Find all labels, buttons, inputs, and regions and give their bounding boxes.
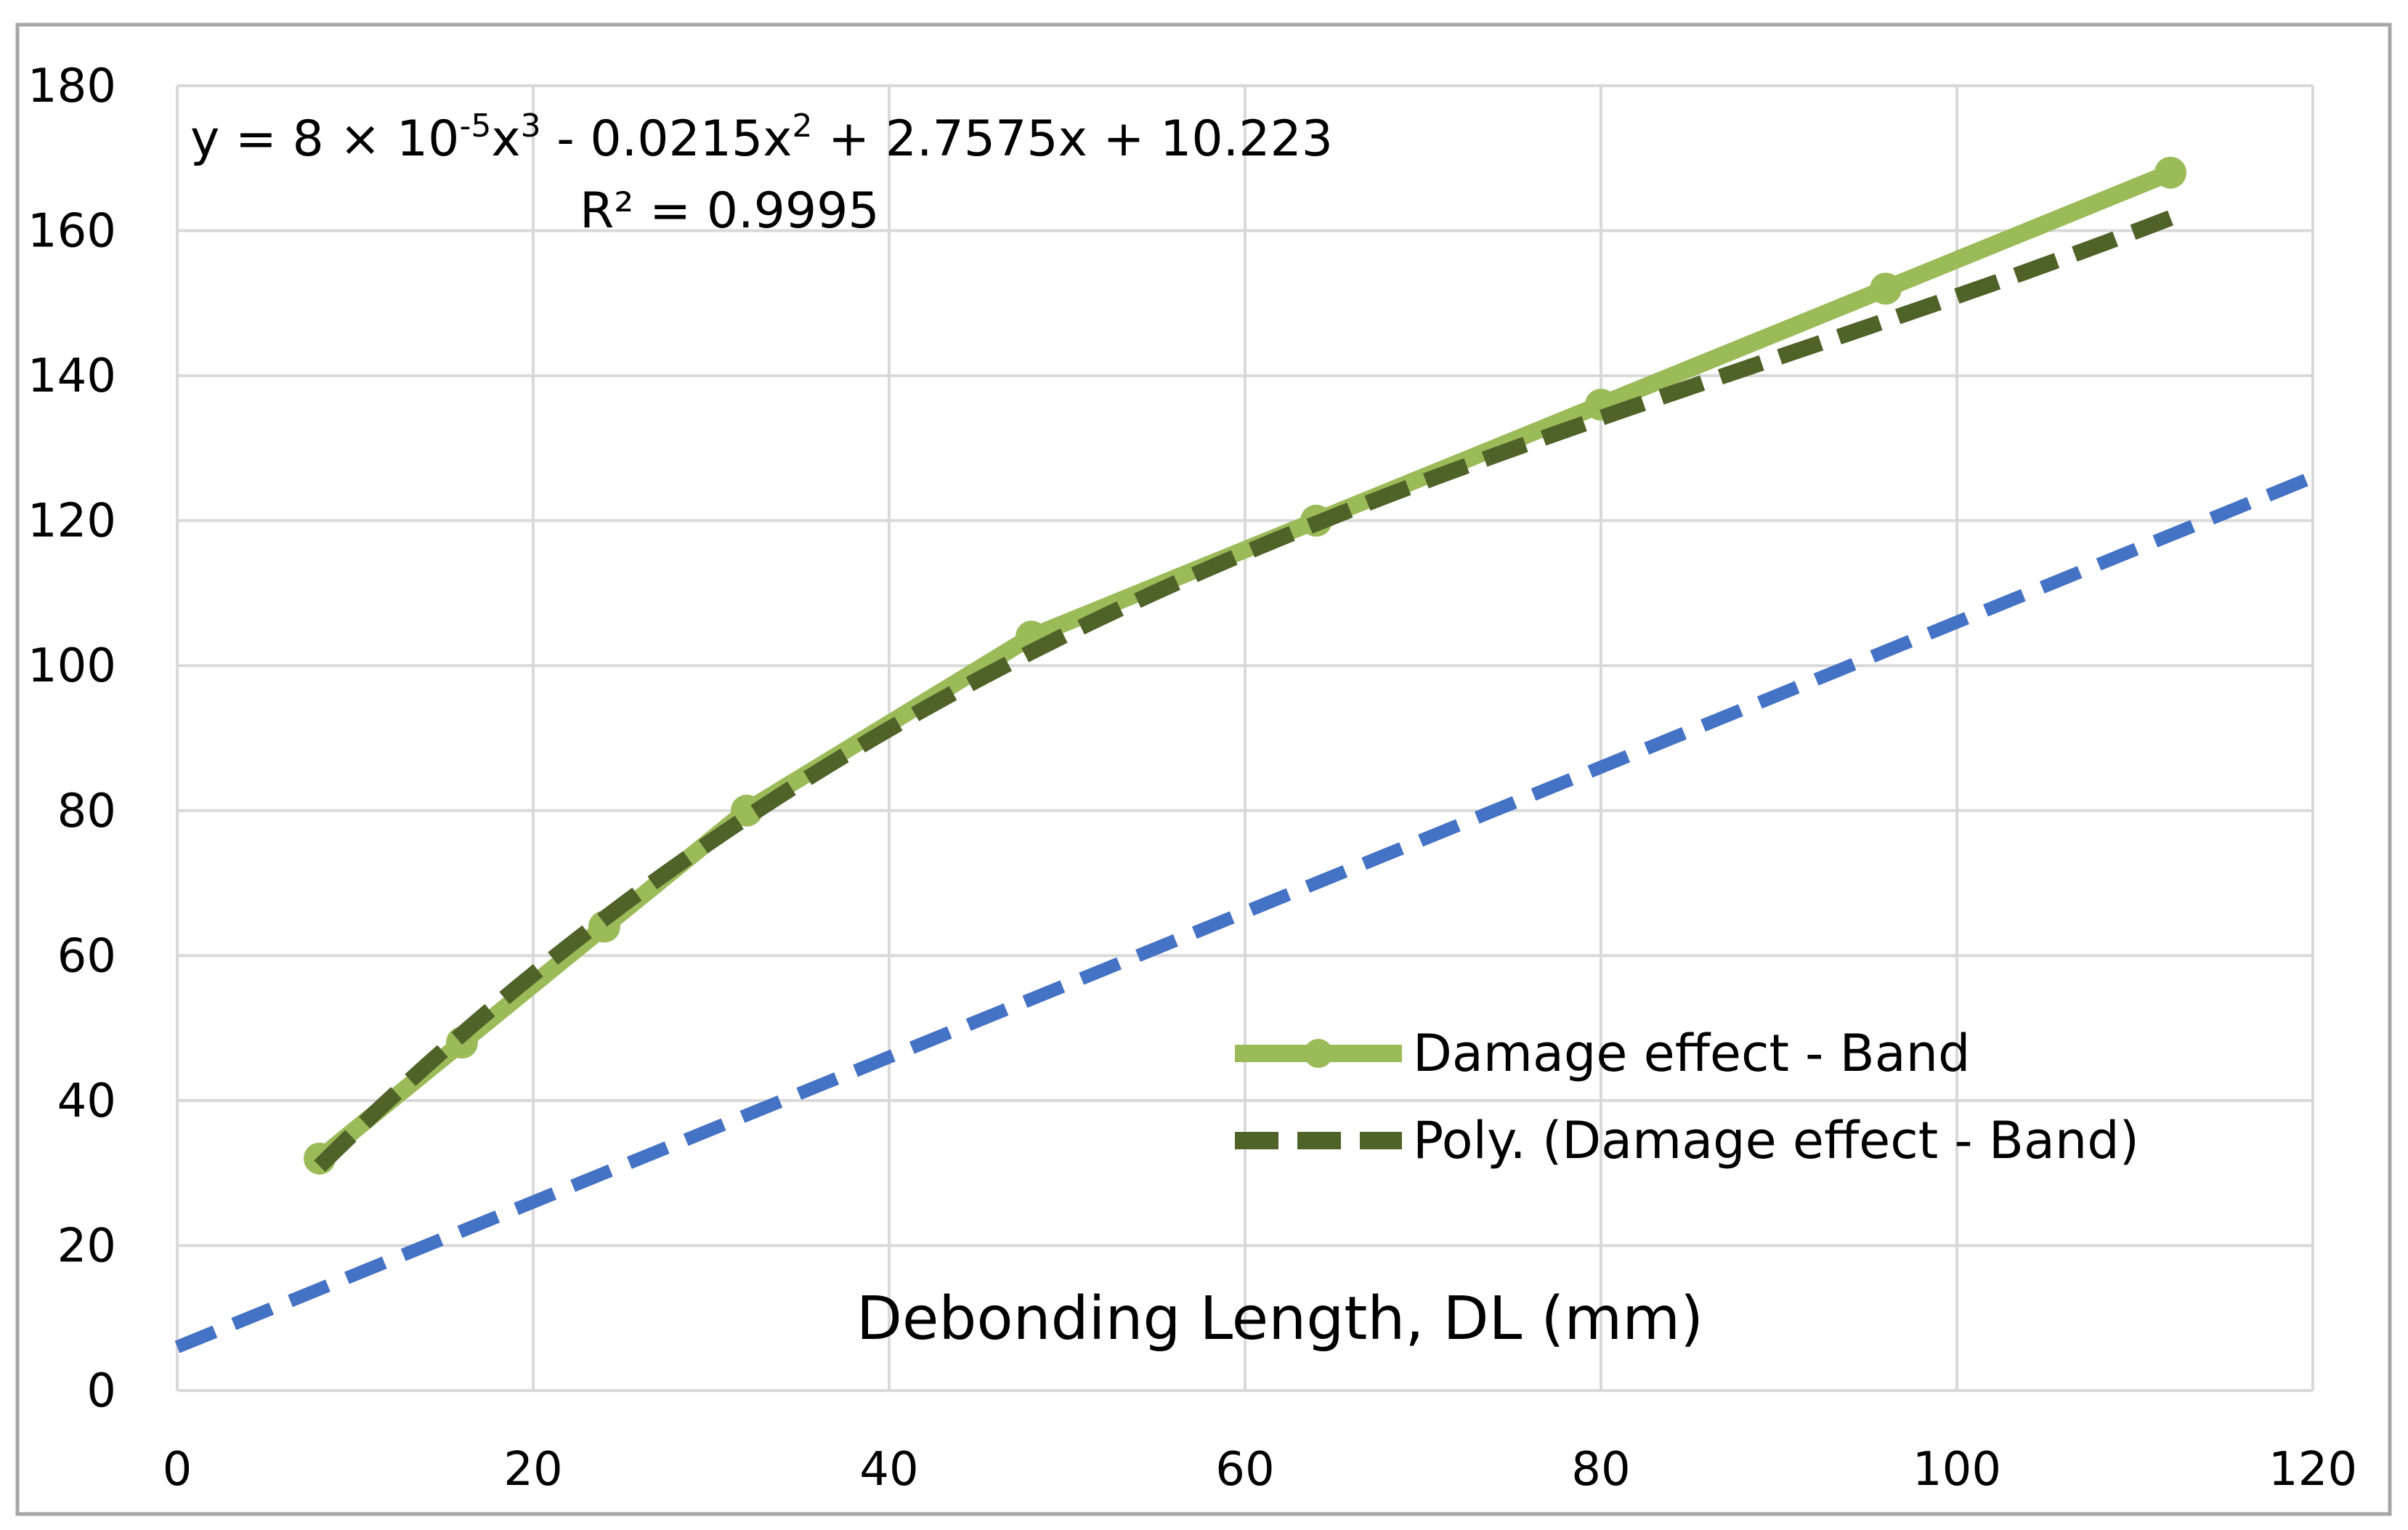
series-blue-reference-line: [174, 471, 2316, 1353]
trendline-equation: y = 8 × 10-5x3 - 0.0215x2 + 2.7575x + 10…: [190, 108, 1333, 240]
x-tick-label-20: 20: [503, 1443, 562, 1497]
x-tick-label-100: 100: [1913, 1443, 2001, 1497]
chart-border: [15, 23, 2392, 1516]
x-tick-label-120: 120: [2269, 1443, 2357, 1497]
equation-exponent-2: 3: [521, 108, 541, 145]
r-squared-label: R² = 0.9995: [580, 182, 880, 240]
x-axis-title: Debonding Length, DL (mm): [856, 1284, 1703, 1353]
grid-layer: [177, 84, 2314, 1391]
legend-label-poly-trendline: Poly. (Damage effect - Band): [1413, 1111, 2139, 1170]
y-tick-label-120: 120: [28, 495, 116, 549]
series-layer: [174, 156, 2316, 1353]
svg-text:y = 8 × 10-5x3 - 0.0215x2 + 2.: y = 8 × 10-5x3 - 0.0215x2 + 2.7575x + 10…: [190, 108, 1333, 168]
y-tick-label-20: 20: [57, 1219, 116, 1273]
y-tick-label-40: 40: [57, 1074, 116, 1128]
axis-layer: [176, 86, 2313, 1392]
equation-part-2: x: [491, 110, 520, 168]
point-damage-effect-96: [1870, 272, 1902, 305]
legend-label-damage-effect: Damage effect - Band: [1413, 1024, 1970, 1083]
equation-part-3: - 0.0215x: [541, 110, 792, 168]
x-tick-label-40: 40: [859, 1443, 918, 1497]
legend-item-poly-trendline: Poly. (Damage effect - Band): [1235, 1111, 2139, 1170]
equation-exponent-1: -5: [459, 108, 491, 145]
equation-exponent-3: 2: [792, 108, 813, 145]
legend: Damage effect - Band Poly. (Damage effec…: [1235, 1024, 2139, 1170]
legend-marker-damage-effect: [1304, 1039, 1333, 1068]
y-tick-label-60: 60: [57, 929, 116, 983]
label-layer: 0 20 40 60 80 100 120 140 160 180 0 20 40 60 80 100 120: [28, 60, 2357, 1497]
x-tick-label-60: 60: [1215, 1443, 1274, 1497]
point-damage-effect-112: [2154, 156, 2186, 189]
y-tick-label-0: 0: [86, 1364, 116, 1418]
y-tick-label-180: 180: [28, 60, 116, 113]
x-tick-label-0: 0: [163, 1443, 192, 1497]
series-poly-trendline: [314, 210, 2173, 1173]
legend-item-damage-effect: Damage effect - Band: [1235, 1024, 1970, 1083]
x-tick-label-80: 80: [1571, 1443, 1630, 1497]
equation-part-4: + 2.7575x + 10.223: [813, 110, 1334, 168]
y-tick-label-160: 160: [28, 205, 116, 259]
equation-part-1: y = 8 × 10: [190, 110, 459, 168]
y-tick-label-80: 80: [57, 785, 116, 838]
y-tick-label-140: 140: [28, 349, 116, 403]
y-tick-label-100: 100: [28, 639, 116, 693]
